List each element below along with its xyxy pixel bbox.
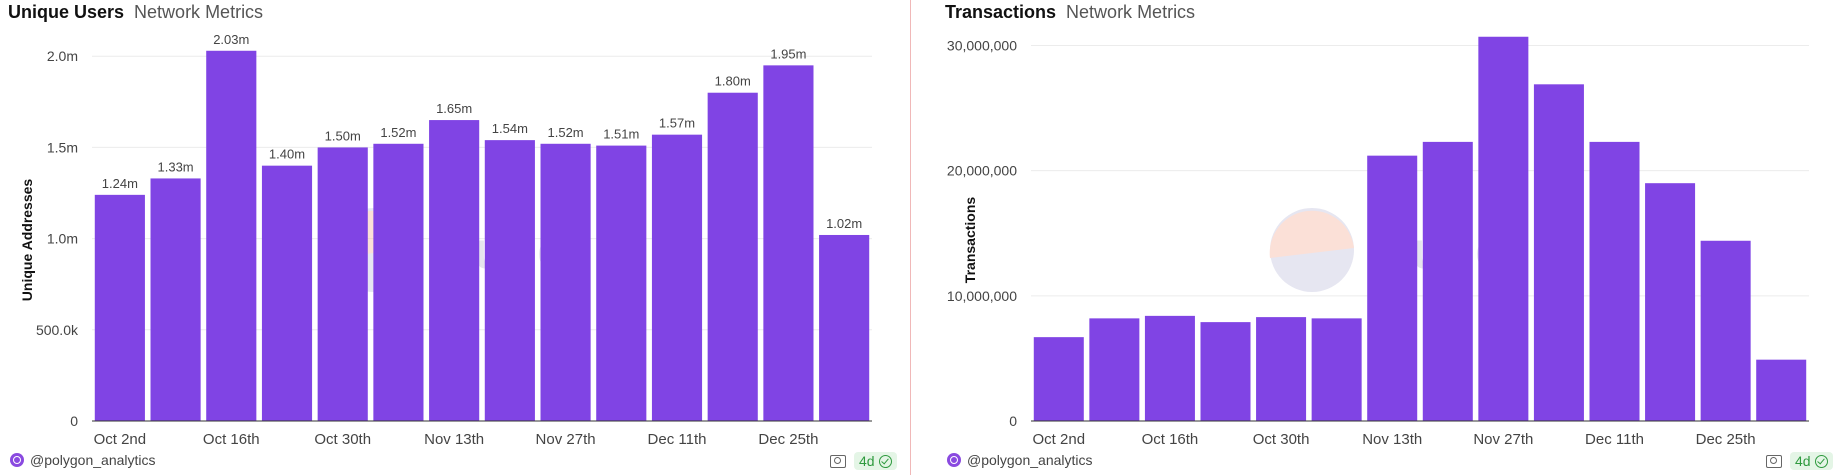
- data-label: 1.50m: [325, 128, 361, 143]
- bar: [206, 50, 257, 422]
- bar: [1367, 155, 1418, 421]
- y-axis-title: Unique Addresses: [19, 179, 35, 302]
- unique-users-chart: 0500.0k1.0m1.5m2.0mDune1.24m1.33m2.03m1.…: [19, 32, 872, 445]
- y-tick-label: 10,000,000: [947, 288, 1017, 304]
- bar: [1033, 337, 1084, 421]
- data-label: 1.51m: [603, 127, 639, 142]
- y-axis-title: Transactions: [962, 197, 978, 284]
- data-label: 1.24m: [102, 176, 138, 191]
- author-name: @polygon_analytics: [30, 452, 156, 468]
- panel-title: Transactions: [945, 2, 1057, 22]
- bar: [819, 234, 870, 421]
- bar: [596, 145, 647, 421]
- avatar: [10, 453, 24, 467]
- unique-users-panel: Unique Users Network Metrics 0 500.0k 1.0m 1…: [0, 0, 910, 475]
- author-credit[interactable]: @polygon_analytics: [947, 452, 1093, 468]
- data-label: 1.40m: [269, 147, 305, 162]
- data-label: 1.52m: [380, 125, 416, 140]
- transactions-panel: Transactions Network Metrics 0 10,000,000 2…: [937, 0, 1838, 475]
- bar: [763, 65, 814, 421]
- panel-header: Unique Users Network Metrics: [8, 2, 263, 23]
- y-tick-label: 2.0m: [47, 48, 78, 64]
- check-circle-icon: [878, 454, 892, 468]
- panel-divider: [910, 0, 911, 475]
- freshness-label: 4d: [1795, 453, 1811, 469]
- x-tick-label: Dec 11th: [648, 431, 707, 445]
- panel-tools: 4d: [830, 452, 897, 470]
- y-tick-label: 1.5m: [47, 139, 78, 155]
- x-tick-label: Nov 13th: [1362, 431, 1422, 445]
- y-tick-label: 0: [1009, 413, 1017, 429]
- bar: [1144, 315, 1195, 421]
- freshness-badge[interactable]: 4d: [854, 452, 897, 470]
- bar: [1645, 183, 1696, 421]
- check-circle-icon: [1814, 454, 1828, 468]
- avatar: [947, 453, 961, 467]
- bar: [1200, 322, 1251, 421]
- bar: [150, 178, 201, 421]
- data-label: 2.03m: [213, 32, 249, 47]
- bar: [1756, 359, 1807, 421]
- panel-title: Unique Users: [8, 2, 125, 22]
- bar: [429, 120, 480, 422]
- x-tick-label: Nov 27th: [536, 431, 596, 445]
- x-tick-label: Nov 13th: [424, 431, 484, 445]
- x-tick-label: Oct 16th: [203, 431, 260, 445]
- author-name: @polygon_analytics: [967, 452, 1093, 468]
- x-tick-label: Dec 25th: [1696, 431, 1756, 445]
- watermark-logo-half: [1269, 210, 1354, 258]
- bar: [484, 140, 535, 421]
- y-tick-label: 20,000,000: [947, 163, 1017, 179]
- x-tick-label: Oct 16th: [1142, 431, 1199, 445]
- panel-subtitle: Network Metrics: [134, 2, 264, 22]
- x-tick-label: Dec 11th: [1585, 431, 1644, 445]
- panel-header: Transactions Network Metrics: [945, 2, 1195, 23]
- y-tick-label: 0: [70, 413, 78, 429]
- bar: [261, 165, 313, 421]
- data-label: 1.65m: [436, 101, 472, 116]
- bar: [1589, 141, 1640, 421]
- freshness-label: 4d: [859, 453, 875, 469]
- bar: [1533, 84, 1584, 421]
- x-tick-label: Oct 30th: [314, 431, 371, 445]
- bar: [651, 134, 703, 421]
- x-tick-label: Oct 30th: [1253, 431, 1310, 445]
- data-label: 1.80m: [715, 74, 751, 89]
- watermark-logo-icon: [1270, 208, 1354, 292]
- y-tick-label: 500.0k: [36, 322, 79, 338]
- bar: [373, 143, 424, 421]
- author-credit[interactable]: @polygon_analytics: [10, 452, 156, 468]
- bar: [1311, 318, 1362, 421]
- x-tick-label: Nov 27th: [1473, 431, 1533, 445]
- bar: [1422, 141, 1473, 421]
- data-label: 1.33m: [158, 159, 194, 174]
- bar: [1478, 36, 1529, 422]
- panel-tools: 4d: [1766, 452, 1833, 470]
- freshness-badge[interactable]: 4d: [1790, 452, 1833, 470]
- camera-icon[interactable]: [830, 454, 846, 468]
- bar: [1089, 318, 1140, 421]
- camera-icon[interactable]: [1766, 454, 1782, 468]
- bar: [707, 92, 758, 421]
- bar: [1256, 317, 1307, 421]
- bar: [317, 147, 368, 421]
- data-label: 1.57m: [659, 116, 695, 131]
- x-tick-label: Dec 25th: [758, 431, 818, 445]
- y-tick-label: 1.0m: [47, 231, 78, 247]
- data-label: 1.52m: [548, 125, 584, 140]
- y-tick-label: 30,000,000: [947, 38, 1017, 54]
- data-label: 1.95m: [770, 46, 806, 61]
- data-label: 1.54m: [492, 121, 528, 136]
- panel-subtitle: Network Metrics: [1066, 2, 1196, 22]
- bar: [540, 143, 591, 421]
- data-label: 1.02m: [826, 216, 862, 231]
- bar: [94, 194, 145, 421]
- x-tick-label: Oct 2nd: [94, 431, 147, 445]
- x-tick-label: Oct 2nd: [1033, 431, 1086, 445]
- bar: [1700, 240, 1751, 421]
